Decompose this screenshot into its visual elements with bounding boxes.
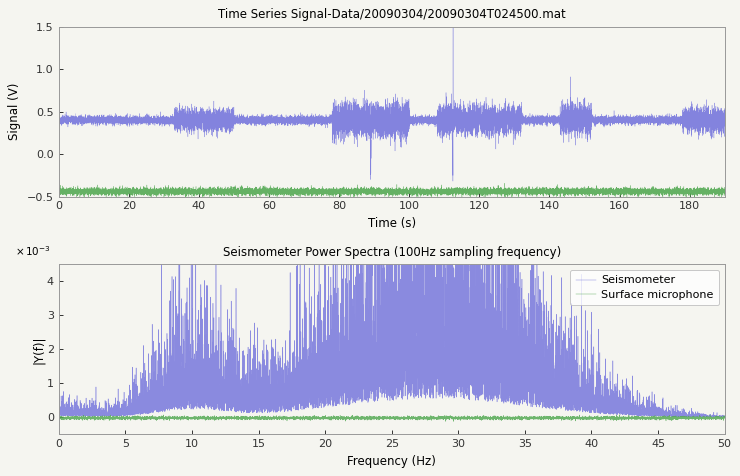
Line: Seismometer: Seismometer: [58, 0, 724, 417]
Seismometer: [54, 410, 63, 416]
Seismometer: [575, 405, 584, 410]
Title: Time Series Signal-Data/20090304/20090304T024500.mat: Time Series Signal-Data/20090304/2009030…: [218, 9, 565, 21]
Surface microphone: [720, 415, 729, 421]
Seismometer: [683, 414, 692, 419]
Seismometer: [93, 407, 102, 412]
Surface microphone: [115, 415, 124, 421]
Legend: Seismometer, Surface microphone: Seismometer, Surface microphone: [570, 270, 719, 306]
Surface microphone: [683, 416, 692, 422]
Seismometer: [425, 394, 434, 400]
Y-axis label: |Y(f)|: |Y(f)|: [33, 335, 45, 364]
Seismometer: [115, 410, 124, 416]
Seismometer: [719, 414, 728, 420]
Text: $\times\,10^{-3}$: $\times\,10^{-3}$: [16, 244, 51, 258]
Surface microphone: [93, 414, 102, 420]
Surface microphone: [615, 412, 624, 417]
X-axis label: Frequency (Hz): Frequency (Hz): [347, 455, 436, 467]
X-axis label: Time (s): Time (s): [368, 217, 416, 230]
Surface microphone: [178, 415, 186, 420]
Surface microphone: [54, 415, 63, 420]
Surface microphone: [575, 416, 584, 421]
Title: Seismometer Power Spectra (100Hz sampling frequency): Seismometer Power Spectra (100Hz samplin…: [223, 246, 561, 259]
Seismometer: [178, 383, 186, 389]
Surface microphone: [425, 416, 434, 422]
Line: Surface microphone: Surface microphone: [58, 415, 724, 421]
Y-axis label: Signal (V): Signal (V): [8, 83, 21, 140]
Surface microphone: [449, 418, 458, 424]
Seismometer: [720, 414, 729, 420]
